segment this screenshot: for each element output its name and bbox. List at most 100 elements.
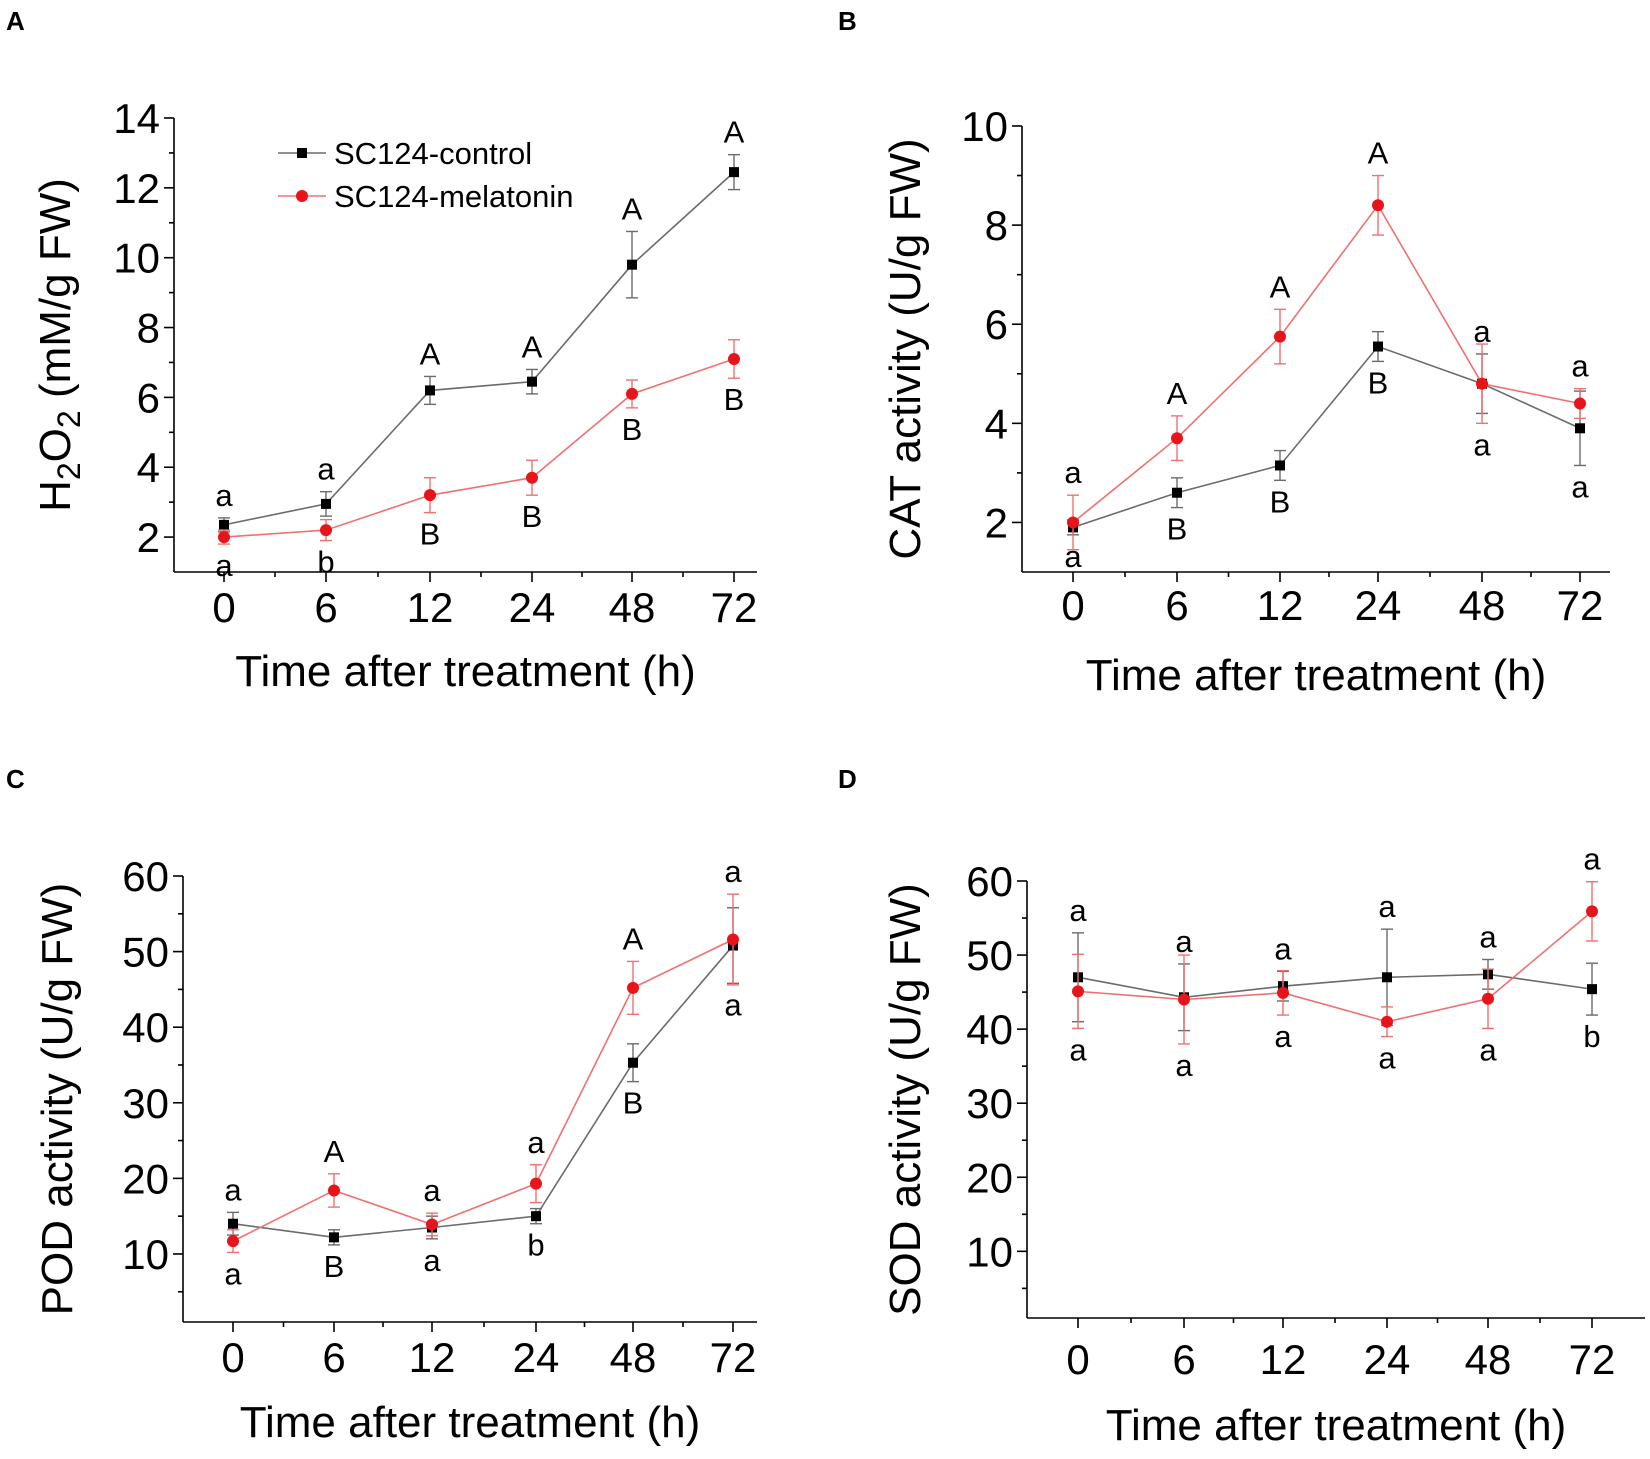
y-axis-title: H2O2 (mM/g FW) — [31, 178, 87, 512]
significance-label: A — [420, 336, 441, 371]
data-point — [228, 1218, 238, 1229]
x-tick-label: 48 — [1465, 1336, 1512, 1383]
x-axis-title: Time after treatment (h) — [235, 647, 696, 696]
significance-label: b — [317, 545, 334, 580]
data-point — [628, 1057, 638, 1068]
y-tick-label: 8 — [985, 202, 1008, 249]
x-tick-label: 6 — [314, 584, 337, 631]
legend-label-control: SC124-control — [334, 136, 532, 171]
data-point — [1277, 986, 1289, 999]
y-tick-label: 14 — [113, 95, 160, 142]
significance-label: B — [623, 1086, 644, 1121]
data-point — [1574, 397, 1586, 410]
y-tick-label: 6 — [985, 301, 1008, 348]
significance-label: a — [1473, 314, 1491, 349]
significance-label: a — [1473, 427, 1491, 462]
significance-label: A — [1167, 376, 1188, 411]
significance-label: B — [420, 517, 441, 552]
y-axis-title: CAT activity (U/g FW) — [881, 138, 930, 559]
data-point — [627, 259, 637, 270]
y-tick-label: 30 — [122, 1080, 169, 1127]
x-tick-label: 48 — [609, 584, 656, 631]
y-tick-label: 2 — [985, 499, 1008, 546]
significance-label: A — [623, 921, 644, 956]
legend: SC124-control SC124-melatonin — [278, 136, 574, 214]
significance-label: a — [1069, 893, 1087, 928]
significance-label: a — [1175, 1048, 1193, 1083]
x-tick-label: 0 — [221, 1334, 244, 1381]
y-tick-label: 40 — [122, 1004, 169, 1051]
significance-label: B — [324, 1249, 345, 1284]
series-control — [227, 907, 739, 1246]
significance-label: A — [1368, 136, 1389, 171]
significance-label: a — [423, 1243, 441, 1278]
y-tick-label: 12 — [113, 165, 160, 212]
y-tick-label: 40 — [966, 1006, 1013, 1053]
significance-label: a — [215, 548, 233, 583]
y-axis-title-part: O — [31, 428, 80, 462]
significance-label: A — [622, 192, 643, 227]
data-point — [219, 519, 229, 530]
series-melatonin — [227, 893, 739, 1254]
x-tick-label: 6 — [1172, 1336, 1195, 1383]
data-point — [1274, 330, 1286, 343]
series-line — [1072, 203, 1581, 524]
series-line — [1077, 973, 1593, 999]
data-point — [1587, 984, 1597, 995]
y-tick-label: 20 — [966, 1154, 1013, 1201]
x-tick-label: 12 — [407, 584, 454, 631]
data-point — [1373, 341, 1383, 352]
panel-label: C — [6, 764, 25, 794]
data-point — [328, 1184, 340, 1197]
x-tick-label: 6 — [322, 1334, 345, 1381]
x-tick-label: 72 — [711, 584, 758, 631]
data-point — [1482, 992, 1494, 1005]
significance-label: a — [1378, 889, 1396, 924]
significance-label: a — [1069, 1032, 1087, 1067]
series-line — [232, 938, 734, 1242]
x-tick-label: 0 — [212, 584, 235, 631]
y-axis-title: POD activity (U/g FW) — [33, 883, 82, 1316]
x-tick-label: 24 — [1355, 582, 1402, 629]
significance-label: a — [527, 1125, 545, 1160]
data-point — [1275, 460, 1285, 471]
data-point — [1575, 423, 1585, 434]
series-line — [1077, 910, 1593, 1023]
significance-label: B — [522, 499, 543, 534]
data-point — [424, 489, 436, 502]
y-tick-label: 6 — [137, 374, 160, 421]
significance-label: B — [1368, 365, 1389, 400]
data-point — [1476, 377, 1488, 390]
data-point — [727, 933, 739, 946]
data-point — [1382, 972, 1392, 983]
data-point — [1372, 199, 1384, 212]
legend-marker — [297, 148, 307, 158]
series-melatonin — [218, 339, 740, 545]
data-point — [1072, 985, 1084, 998]
data-point — [1171, 432, 1183, 445]
data-point — [1586, 905, 1598, 918]
series-melatonin — [1072, 881, 1598, 1045]
legend-label-melatonin: SC124-melatonin — [334, 179, 574, 214]
significance-label: A — [522, 329, 543, 364]
significance-label: a — [1479, 920, 1497, 955]
data-point — [320, 524, 332, 537]
x-tick-label: 48 — [1459, 582, 1506, 629]
significance-label: a — [1064, 539, 1082, 574]
x-axis-title: Time after treatment (h) — [1106, 1401, 1567, 1450]
data-point — [227, 1235, 239, 1248]
x-tick-label: 12 — [1260, 1336, 1307, 1383]
significance-label: a — [1274, 931, 1292, 966]
significance-label: b — [1583, 1019, 1600, 1054]
data-point — [329, 1232, 339, 1243]
y-axis-title-part: 2 — [51, 410, 87, 428]
series-control — [1067, 330, 1586, 536]
data-point — [1067, 516, 1079, 529]
significance-label: b — [527, 1228, 544, 1263]
significance-label: B — [622, 412, 643, 447]
y-axis-title-part: H — [31, 480, 80, 512]
x-tick-label: 0 — [1061, 582, 1084, 629]
